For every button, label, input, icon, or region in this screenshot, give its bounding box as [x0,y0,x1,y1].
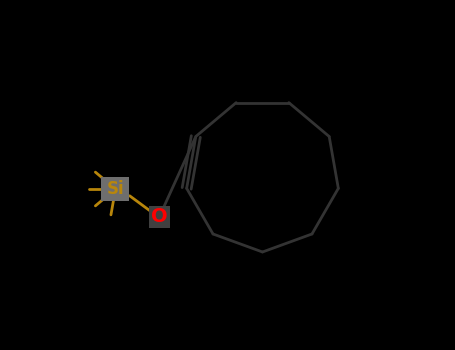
FancyBboxPatch shape [101,177,130,201]
Text: O: O [151,208,167,226]
Text: Si: Si [106,180,124,198]
